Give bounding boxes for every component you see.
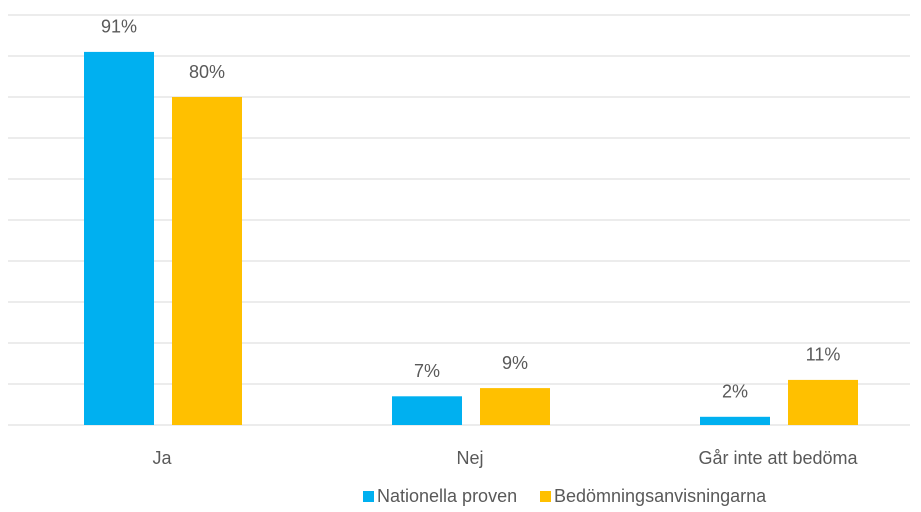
legend-label: Bedömningsanvisningarna [554,486,767,506]
legend-swatch [540,491,551,502]
bar [700,416,770,425]
x-tick-label: Ja [152,448,172,468]
bar [172,97,242,425]
bar [392,396,462,425]
bar [788,379,858,425]
legend-label: Nationella proven [377,486,517,506]
x-tick-label: Går inte att bedöma [698,448,858,468]
legend-swatch [363,491,374,502]
value-label: 2% [722,382,748,402]
bar [84,51,154,426]
value-label: 11% [806,345,841,365]
value-label: 7% [414,361,440,381]
value-label: 80% [189,62,225,82]
x-tick-label: Nej [456,448,483,468]
value-label: 9% [502,353,528,373]
value-label: 91% [101,17,137,37]
bar [480,388,550,425]
